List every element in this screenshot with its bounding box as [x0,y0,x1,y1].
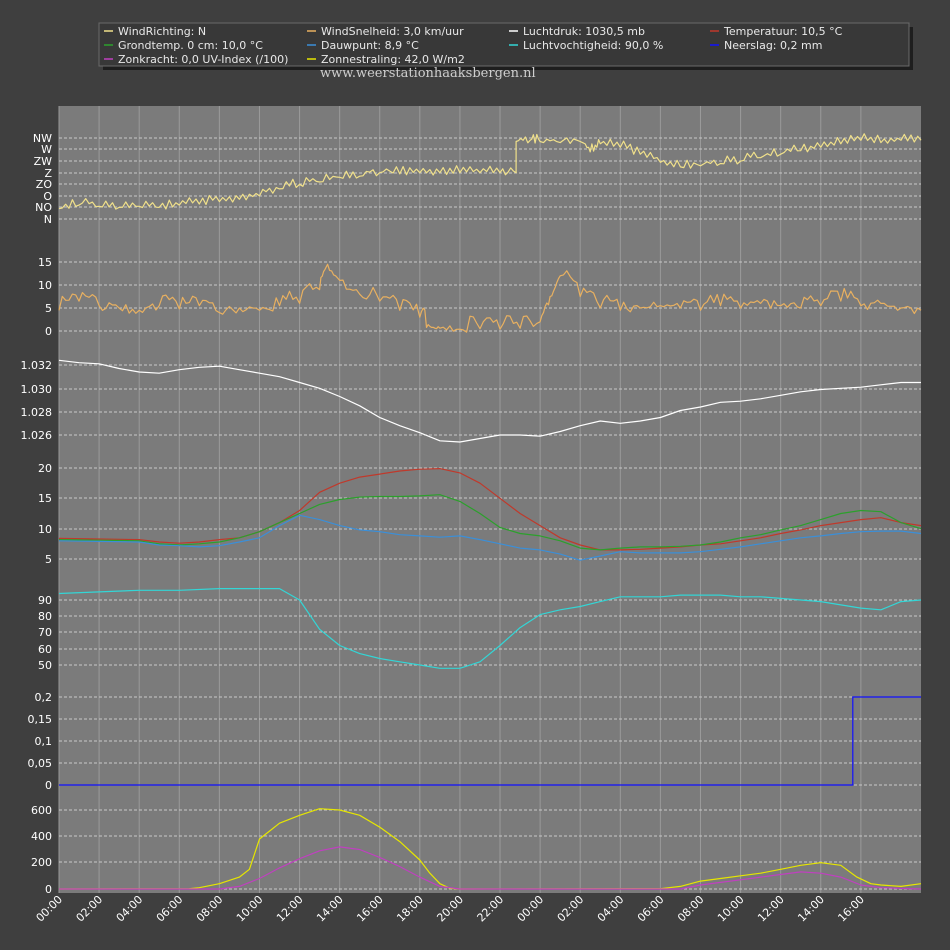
series-wind-speed-0 [58,263,922,333]
y-tick-label: 0,05 [28,757,53,770]
y-tick-label: 60 [38,643,52,656]
x-tick-label: 04:00 [114,893,146,925]
y-tick-label: 10 [38,279,52,292]
legend: WindRichting: N WindSnelheid: 3,0 km/uur L… [98,22,913,70]
x-tick-label: 02:00 [74,893,106,925]
series-temperature-2 [58,514,922,561]
x-tick-label: 08:00 [675,893,707,925]
y-tick-label: 1.028 [21,406,53,419]
x-tick-label: 14:00 [795,893,827,925]
y-tick-label: W [41,143,52,156]
y-tick-label: 200 [31,856,52,869]
y-tick-label: 0,15 [28,713,53,726]
y-tick-label: 1.032 [21,359,53,372]
legend-label: Luchtvochtigheid: 90,0 % [523,39,663,52]
legend-label: Zonnestraling: 42,0 W/m2 [321,53,465,66]
y-tick-label: 0,2 [35,691,53,704]
y-tick-label: 400 [31,830,52,843]
y-tick-label: 600 [31,804,52,817]
series-solar-1 [59,846,922,890]
y-tick-label: 70 [38,626,52,639]
x-tick-label: 10:00 [715,893,747,925]
legend-label: Dauwpunt: 8,9 °C [321,39,419,52]
legend-label: Zonkracht: 0,0 UV-Index (/100) [118,53,288,66]
legend-label: Luchtdruk: 1030,5 mb [523,25,645,38]
y-tick-label: ZO [36,178,53,191]
plot-background [59,106,921,893]
y-tick-label: 1.030 [21,383,53,396]
plot-area [59,106,921,893]
grid-lines [58,106,921,893]
y-tick-label: 0,1 [35,735,53,748]
y-tick-label: 80 [38,610,52,623]
y-tick-label: 0 [45,325,52,338]
x-tick-label: 10:00 [234,893,266,925]
x-tick-label: 16:00 [354,893,386,925]
x-tick-label: 12:00 [274,893,306,925]
legend-label: Neerslag: 0,2 mm [724,39,822,52]
series-lines [58,133,922,890]
y-tick-label: 15 [38,256,52,269]
y-tick-label: N [44,213,52,226]
x-tick-label: 06:00 [154,893,186,925]
x-tick-label: 02:00 [555,893,587,925]
y-tick-label: Z [44,167,52,180]
series-wind-direction-0 [58,133,922,210]
y-tick-label: ZW [34,155,53,168]
y-tick-label: 15 [38,492,52,505]
x-tick-label: 12:00 [755,893,787,925]
legend-label: WindRichting: N [118,25,206,38]
y-tick-label: 0 [45,883,52,896]
x-tick-label: 08:00 [194,893,226,925]
x-tick-label: 18:00 [394,893,426,925]
y-tick-label: 50 [38,659,52,672]
y-tick-label: 5 [45,302,52,315]
y-tick-label: 90 [38,594,52,607]
y-tick-label: O [43,190,52,203]
x-tick-label: 06:00 [635,893,667,925]
series-solar-0 [58,808,922,890]
series-humidity-0 [58,588,922,669]
watermark: www.weerstationhaaksbergen.nl [320,66,536,81]
y-tick-label: 5 [45,553,52,566]
y-tick-label: 10 [38,523,52,536]
y-tick-label: NW [33,132,52,145]
legend-label: Grondtemp. 0 cm: 10,0 °C [118,39,263,52]
y-tick-label: 0 [45,779,52,792]
x-tick-label: 14:00 [314,893,346,925]
y-tick-label: 20 [38,462,52,475]
series-precipitation-0 [59,696,921,786]
series-pressure-0 [58,359,921,443]
x-tick-label: 00:00 [515,893,547,925]
y-tick-label: NO [35,201,52,214]
legend-box [98,22,910,67]
x-tick-labels: 00:00 02:00 04:00 06:00 08:00 10:00 12:00 14:00… [34,893,867,925]
legend-label: WindSnelheid: 3,0 km/uur [321,25,464,38]
x-tick-label: 00:00 [34,893,66,925]
series-temperature-1 [58,494,922,551]
x-tick-label: 22:00 [475,893,507,925]
x-tick-label: 16:00 [835,893,867,925]
y-tick-label: 1.026 [21,429,53,442]
x-tick-label: 04:00 [595,893,627,925]
legend-label: Temperatuur: 10,5 °C [723,25,843,38]
x-tick-label: 20:00 [434,893,466,925]
